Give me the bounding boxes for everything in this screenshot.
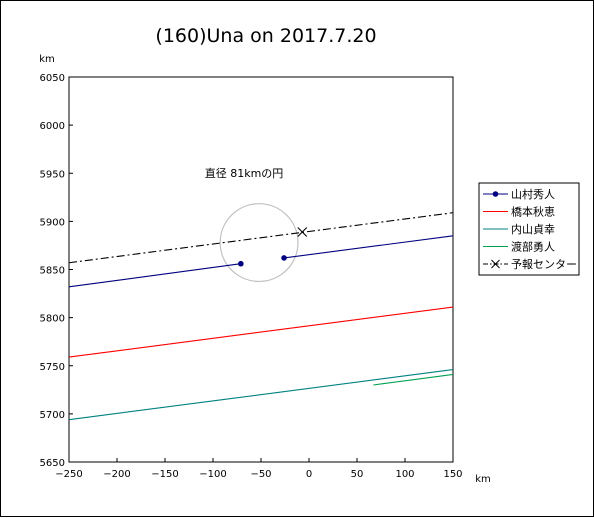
x-axis: −250 −200 −150 −100 −50 0 50 100 150 (55, 458, 463, 480)
chord-line (68, 263, 241, 288)
chart-title: (160)Una on 2017.7.20 (155, 25, 376, 47)
x-tick-label: 150 (443, 469, 462, 480)
y-tick-label: 5650 (40, 458, 65, 469)
legend-label: 予報センター (511, 258, 577, 271)
plot-area (68, 76, 454, 463)
y-axis-unit: km (39, 54, 55, 65)
legend-label: 橋本秋恵 (511, 205, 555, 219)
y-tick-label: 5850 (40, 266, 65, 277)
chord-line (68, 306, 454, 358)
x-tick-label: −250 (55, 469, 82, 480)
y-tick-label: 5950 (40, 169, 65, 180)
y-tick-label: 6000 (40, 121, 65, 132)
x-tick-label: 0 (306, 469, 312, 480)
x-axis-unit: km (475, 474, 491, 485)
legend-label: 内山貞幸 (511, 222, 555, 236)
asteroid-circle (219, 203, 299, 283)
chord-line (373, 373, 454, 386)
y-axis: 5650 5700 5750 5800 5850 5900 5950 6000 6050 (40, 73, 73, 469)
chord-line (68, 212, 454, 264)
y-tick-label: 5800 (40, 314, 65, 325)
x-tick-label: 100 (395, 469, 414, 480)
x-tick-label: −150 (151, 469, 178, 480)
x-tick-label: −100 (199, 469, 226, 480)
y-tick-label: 5750 (40, 362, 65, 373)
y-tick-label: 5700 (40, 410, 65, 421)
y-tick-label: 5900 (40, 217, 65, 228)
chord-line (283, 235, 454, 259)
plot-content (68, 203, 454, 421)
prediction-marker (297, 227, 308, 237)
x-tick-label: 50 (351, 469, 364, 480)
chord-line (68, 369, 454, 421)
y-tick-label: 6050 (40, 73, 65, 84)
chord-endpoint (238, 260, 244, 267)
legend-marker (492, 191, 499, 197)
x-tick-label: −50 (250, 469, 271, 480)
legend-label: 山村秀人 (511, 187, 555, 201)
legend-label: 渡部勇人 (511, 240, 555, 254)
circle-annotation: 直径 81kmの円 (205, 166, 284, 180)
legend-marker (491, 259, 500, 269)
x-tick-label: −200 (103, 469, 130, 480)
chord-endpoint (281, 255, 287, 261)
